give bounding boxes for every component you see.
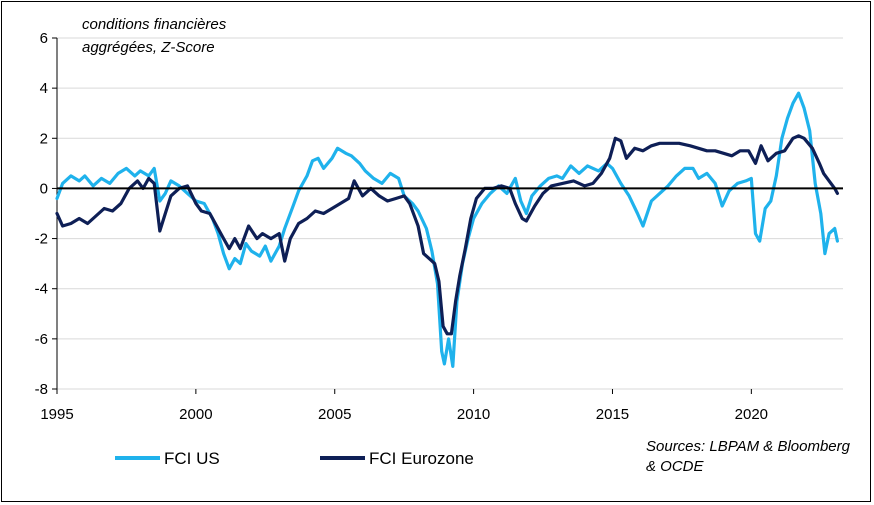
legend-label-fci-us: FCI US bbox=[164, 449, 220, 468]
x-tick-label-2015: 2015 bbox=[596, 406, 629, 423]
x-tick-label-1995: 1995 bbox=[40, 406, 73, 423]
series-lines bbox=[55, 91, 843, 368]
y-tick-label--4: -4 bbox=[35, 281, 48, 298]
y-tick-label-4: 4 bbox=[40, 80, 48, 97]
y-tick-label--2: -2 bbox=[35, 231, 48, 248]
y-tick-label-0: 0 bbox=[40, 180, 48, 197]
legend: FCI US FCI Eurozone bbox=[115, 449, 474, 468]
x-tick-label-2010: 2010 bbox=[457, 406, 490, 423]
x-tick-label-2005: 2005 bbox=[318, 406, 351, 423]
grid-lines bbox=[57, 37, 843, 390]
legend-label-fci-eurozone: FCI Eurozone bbox=[369, 449, 474, 468]
y-tick-label-2: 2 bbox=[40, 130, 48, 147]
chart-title-line-2: aggrégées, Z-Score bbox=[82, 39, 215, 56]
y-tick-label--6: -6 bbox=[35, 331, 48, 348]
source-note-line-1: Sources: LBPAM & Bloomberg bbox=[646, 438, 851, 455]
x-tick-label-2020: 2020 bbox=[735, 406, 768, 423]
source-note-line-2: & OCDE bbox=[646, 458, 705, 475]
y-tick-label--8: -8 bbox=[35, 381, 48, 398]
series-line-fci-us bbox=[55, 91, 839, 368]
chart-title-line-1: conditions financières bbox=[82, 16, 227, 33]
x-tick-labels: 1995 2000 2005 2010 2015 2020 bbox=[40, 406, 768, 423]
x-tick-label-2000: 2000 bbox=[179, 406, 212, 423]
series-line-fci-eurozone bbox=[55, 134, 839, 336]
y-tick-labels: -8 -6 -4 -2 0 2 4 6 bbox=[35, 30, 48, 398]
y-tick-label-6: 6 bbox=[40, 30, 48, 47]
